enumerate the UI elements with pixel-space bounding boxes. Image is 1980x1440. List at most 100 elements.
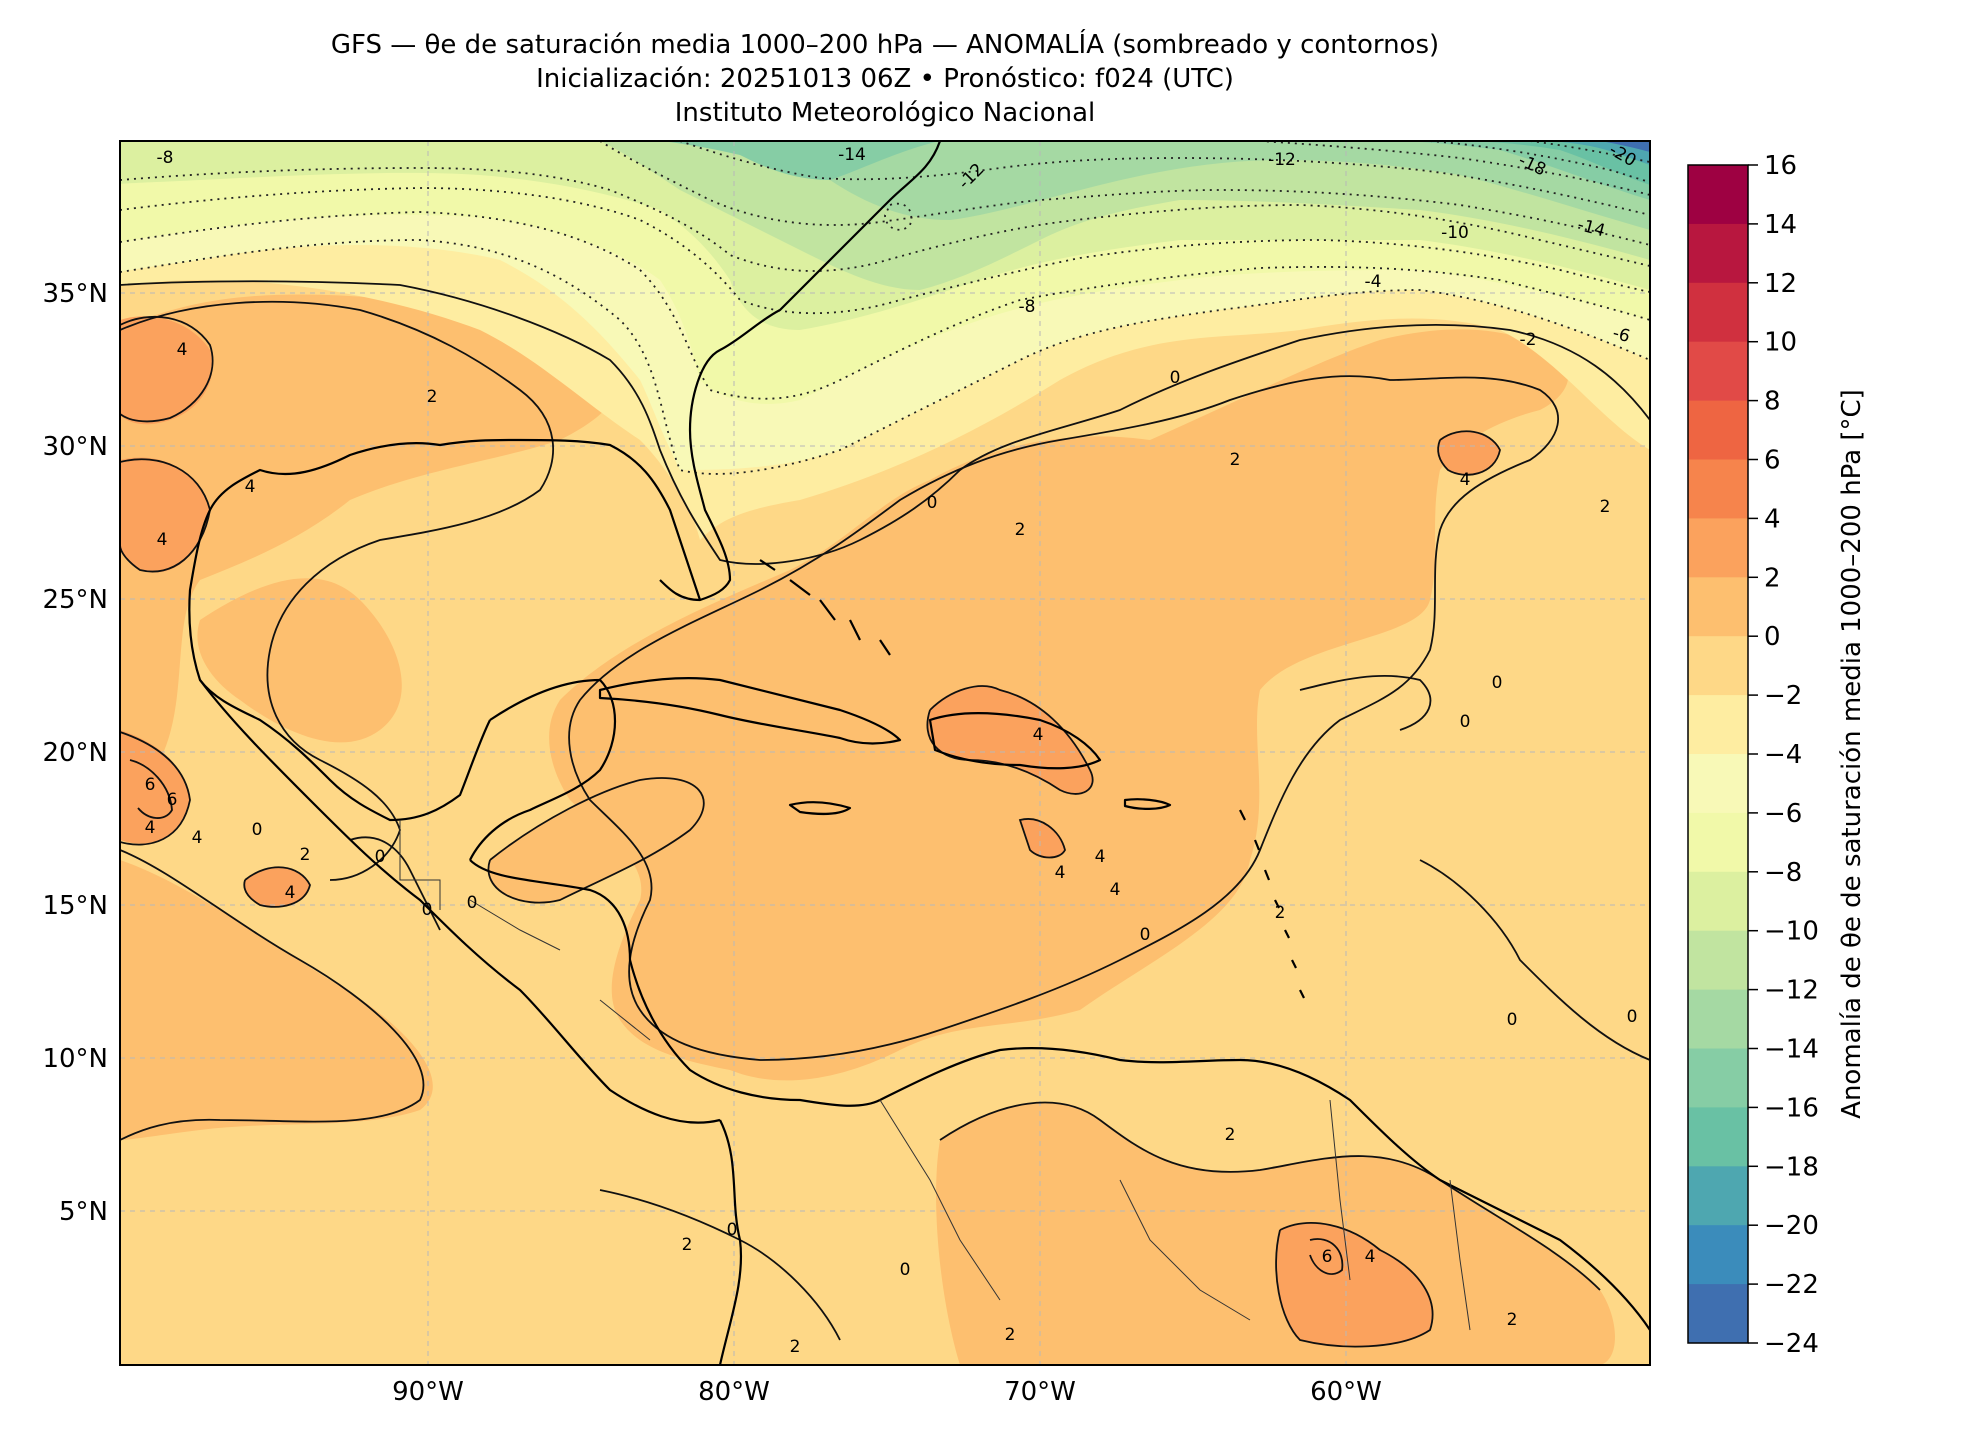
colorbar-tick-label: 8 bbox=[1764, 387, 1781, 417]
contour-label: 0 bbox=[927, 493, 938, 513]
contour-label: 4 bbox=[157, 530, 168, 550]
colorbar-tick-label: 14 bbox=[1764, 210, 1797, 240]
contour-neg4 bbox=[120, 211, 1650, 400]
shade-neg12-neg10 bbox=[640, 141, 1650, 230]
contour-label: 4 bbox=[1365, 1247, 1376, 1267]
contour-neg16 bbox=[1429, 141, 1650, 183]
border-mexico-guatemala bbox=[399, 820, 441, 910]
contour-neg6 bbox=[120, 187, 1650, 315]
contour-label: 4 bbox=[1110, 880, 1121, 900]
contour-label: -6 bbox=[1611, 323, 1633, 347]
contour-label: 6 bbox=[145, 775, 156, 795]
contour-neg2 bbox=[120, 239, 1650, 475]
contour-label: 2 bbox=[790, 1337, 801, 1357]
colorbar-band bbox=[1688, 518, 1748, 578]
contour-label: 2 bbox=[1225, 1125, 1236, 1145]
colorbar-ticks: 16 14 12 10 8 6 4 2 0 −2 −4 −6 −8 −10 −12 −14 −16 −18 −20 −… bbox=[1748, 151, 1819, 1359]
shade-4-6-puertorico bbox=[1020, 819, 1065, 858]
contour-label: 2 bbox=[300, 845, 311, 865]
contour-label: -10 bbox=[1441, 223, 1469, 243]
shade-4-6-mexico-north bbox=[120, 457, 210, 573]
colorbar-tick-label: −8 bbox=[1764, 858, 1802, 888]
hispaniola-island bbox=[928, 712, 1102, 770]
coastlines bbox=[188, 141, 1650, 1365]
colorbar-label: Anomalía de θe de saturación media 1000–… bbox=[1837, 389, 1867, 1119]
contour-0-north bbox=[120, 280, 1650, 565]
shade-2-4-southamerica bbox=[936, 1102, 1615, 1365]
contour-label: 0 bbox=[727, 1220, 738, 1240]
colorbar-band bbox=[1688, 223, 1748, 284]
contour-label: 2 bbox=[427, 387, 438, 407]
contour-label: 0 bbox=[1507, 1010, 1518, 1030]
shade-2-4-caribbean bbox=[549, 329, 1569, 1081]
border-nicaragua bbox=[599, 999, 651, 1041]
contour-label: -4 bbox=[1365, 272, 1382, 292]
colorbar-band bbox=[1688, 695, 1748, 755]
centralamerica-coastline bbox=[469, 859, 881, 1107]
colorbar-tick-label: 0 bbox=[1764, 622, 1781, 652]
contour-label: 4 bbox=[1460, 470, 1471, 490]
contour-label: 4 bbox=[192, 828, 203, 848]
colorbar-band bbox=[1688, 989, 1748, 1049]
lon-label-90w: 90°W bbox=[392, 1377, 464, 1407]
contour-label: 0 bbox=[375, 847, 386, 867]
colorbar-band bbox=[1688, 636, 1748, 696]
contour-label: 4 bbox=[1095, 847, 1106, 867]
contour-label: -8 bbox=[1019, 297, 1036, 317]
colorbar-tick-label: −4 bbox=[1764, 740, 1802, 770]
colorbar-tick-label: −16 bbox=[1764, 1093, 1819, 1123]
colorbar-tick-label: −22 bbox=[1764, 1270, 1819, 1300]
contour-label: 2 bbox=[1015, 520, 1026, 540]
contour-2-gulf bbox=[120, 300, 555, 881]
colorbar-tick-label: −24 bbox=[1764, 1329, 1819, 1359]
lon-label-80w: 80°W bbox=[698, 1377, 770, 1407]
country-borders bbox=[399, 820, 1471, 1331]
colorbar-bands bbox=[1688, 165, 1748, 1344]
colorbar-tick-label: 10 bbox=[1764, 328, 1797, 358]
contour-label: 0 bbox=[900, 1260, 911, 1280]
figure-subtitle-run: Inicialización: 20251013 06Z • Pronóstic… bbox=[536, 64, 1234, 94]
contour-neg14 bbox=[1259, 141, 1650, 196]
shade-neg18-neg16 bbox=[1550, 141, 1650, 165]
shade-2-4-pacific bbox=[120, 860, 433, 1140]
contour-label: 0 bbox=[422, 900, 433, 920]
lat-label-25n: 25°N bbox=[42, 585, 108, 615]
figure-title-block: GFS — θe de saturación media 1000–200 hP… bbox=[0, 28, 1770, 130]
negative-contours bbox=[120, 141, 1650, 475]
latitude-labels: 35°N 30°N 25°N 20°N 15°N 10°N 5°N bbox=[42, 279, 108, 1227]
lon-label-60w: 60°W bbox=[1310, 1377, 1382, 1407]
contour-neg10 bbox=[599, 141, 1650, 246]
shade-4-6-guyana bbox=[1276, 1222, 1433, 1347]
longitude-labels: 90°W 80°W 70°W 60°W bbox=[392, 1377, 1382, 1407]
contour-4-atlantic bbox=[1437, 430, 1501, 476]
contour-label: 2 bbox=[1507, 1310, 1518, 1330]
map-frame bbox=[119, 140, 1651, 1366]
contour-2-southamerica bbox=[939, 1101, 1601, 1291]
us-east-coastline bbox=[659, 141, 942, 602]
bahamas-islands bbox=[759, 559, 891, 656]
colorbar-band bbox=[1688, 1225, 1748, 1285]
shade-2-4-bay bbox=[197, 578, 402, 743]
contour-label: -2 bbox=[1520, 330, 1537, 350]
colorbar-tick-label: −14 bbox=[1764, 1035, 1819, 1065]
colorbar-band bbox=[1688, 165, 1748, 225]
contour-label: 4 bbox=[177, 340, 188, 360]
shade-4-6-texas bbox=[120, 316, 213, 425]
jamaica-island bbox=[788, 801, 852, 815]
contour-4-mexico-west bbox=[120, 731, 191, 846]
contour-label: 4 bbox=[245, 477, 256, 497]
pacific-coastline bbox=[199, 679, 721, 1124]
contour-label: 6 bbox=[167, 790, 178, 810]
contour-label: 4 bbox=[1055, 863, 1066, 883]
shade-4-6-pacific-blob bbox=[244, 867, 310, 907]
contour-label: 0 bbox=[1460, 712, 1471, 732]
colorbar-tick-label: −6 bbox=[1764, 799, 1802, 829]
cuba-island bbox=[598, 676, 902, 745]
colorbar-tick-label: 4 bbox=[1764, 504, 1781, 534]
contour-label: 0 bbox=[1627, 1007, 1638, 1027]
lesser-antilles-islands bbox=[1239, 809, 1305, 999]
contour-labels: -8 -14 -12 -12 -18 -20 -10 -14 -4 -8 -2 … bbox=[145, 140, 1640, 1357]
contour-2-honduras bbox=[487, 777, 705, 904]
colorbar-band bbox=[1688, 1166, 1748, 1226]
